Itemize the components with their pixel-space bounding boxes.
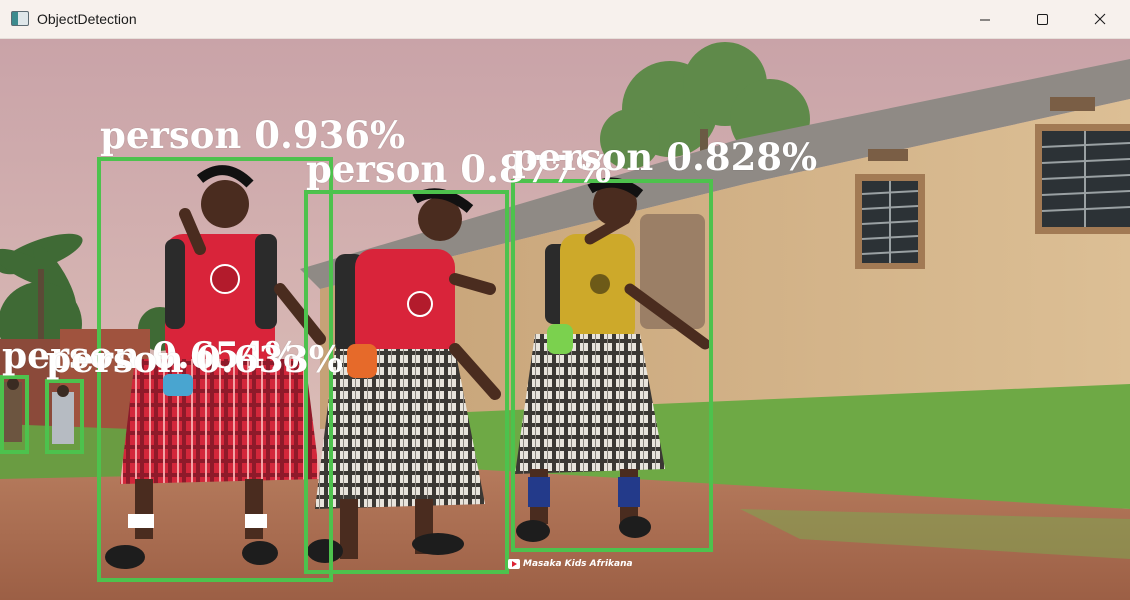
minimize-button[interactable] [958,0,1012,39]
title-bar[interactable]: ObjectDetection [0,0,1130,39]
video-watermark: Masaka Kids Afrikana [508,557,633,571]
person-red-uniform [105,165,326,569]
minimize-icon [980,19,990,21]
detection-label: person 0.877% [306,147,612,191]
detection-box [0,375,29,454]
window-app-icon [11,11,29,26]
watermark-text: Masaka Kids Afrikana [523,559,633,569]
person-red-shirt [307,188,501,563]
maximize-button[interactable] [1014,0,1068,39]
detection-label: person 0.654% [2,335,299,377]
detection-box [304,190,509,574]
close-icon [1094,13,1106,25]
detection-box [45,379,84,454]
close-button[interactable] [1072,0,1126,39]
play-icon [508,558,520,569]
maximize-icon [1037,14,1048,25]
detection-video-frame: person 0.936% person 0.877% person 0.828… [0,39,1130,600]
detection-box [511,179,713,552]
person-yellow-shirt [515,177,711,542]
detection-label: person 0.828% [512,135,818,179]
window-title: ObjectDetection [37,11,137,27]
detection-label: person 0.633% [46,339,343,381]
detection-label: person 0.936% [100,113,406,157]
detection-box [97,157,333,582]
